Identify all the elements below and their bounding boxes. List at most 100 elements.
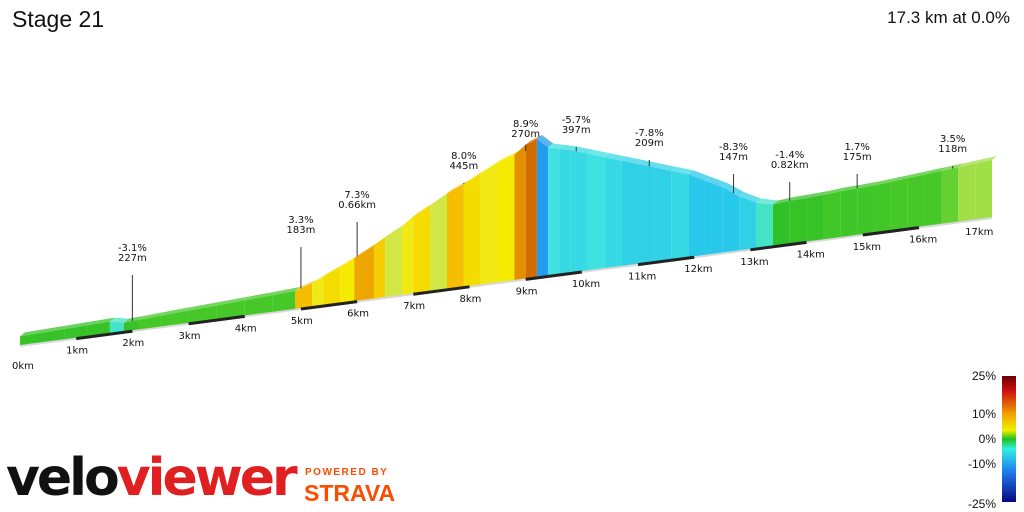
distance-band (637, 255, 695, 267)
profile-segment (570, 150, 588, 273)
profile-segment (688, 174, 706, 257)
annotation-grade: -5.7% (562, 115, 591, 126)
annotation-length: 183m (287, 225, 316, 236)
profile-ridge (525, 135, 542, 145)
annotation-length: 227m (118, 253, 147, 264)
distance-tick-label: 0km (12, 361, 34, 372)
profile-ridge (430, 189, 453, 206)
distance-band (413, 285, 470, 296)
profile-segment (705, 180, 723, 255)
profile-segment (323, 267, 341, 306)
profile-segment (123, 320, 138, 332)
annotation-grade: 1.7% (844, 142, 869, 153)
gradient-scale-label: 0% (979, 432, 997, 446)
profile-ridge (604, 153, 627, 161)
profile-ridge (806, 191, 829, 198)
profile-ridge (354, 241, 379, 259)
profile-segment (295, 283, 313, 309)
profile-segment (109, 321, 124, 334)
annotation-length: 209m (635, 138, 664, 149)
profile-segment (559, 148, 571, 274)
stage-title: Stage 21 (12, 6, 105, 32)
distance-band (300, 300, 358, 311)
profile-segment (958, 163, 976, 222)
profile-segment (907, 174, 925, 229)
gradient-scale-bar (1002, 376, 1016, 502)
profile-segment (671, 170, 689, 260)
profile-segment (525, 139, 537, 279)
annotation-grade: -8.3% (719, 142, 748, 153)
distance-tick-label: 13km (740, 257, 768, 268)
distance-tick-label: 11km (628, 272, 656, 283)
gradient-scale-label: 10% (972, 407, 996, 421)
profile-ridge (890, 174, 913, 182)
profile-ridge (109, 317, 129, 323)
profile-segment (64, 325, 88, 340)
profile-ridge (975, 156, 997, 164)
profile-ridge (705, 176, 728, 188)
profile-ridge (823, 187, 846, 196)
gradient-scale-label: 25% (972, 369, 996, 383)
profile-ridge (536, 135, 554, 148)
profile-segment (354, 245, 374, 301)
profile-segments (20, 135, 997, 345)
profile-segment (604, 157, 622, 269)
annotation-length: 175m (843, 152, 872, 163)
profile-segment (447, 184, 464, 289)
distance-tick-label: 7km (403, 301, 425, 312)
profile-segment (823, 191, 841, 240)
profile-segment (941, 167, 959, 224)
profile-ridge (497, 150, 520, 163)
distance-band (750, 240, 807, 252)
distance-tick-label: 12km (684, 264, 712, 275)
distance-tick-label: 2km (122, 338, 144, 349)
distance-band (188, 314, 245, 326)
profile-ridge (671, 166, 694, 175)
profile-segment (480, 162, 498, 285)
profile-segment (188, 305, 217, 323)
profile-segment (463, 173, 481, 287)
annotation-grade: 7.3% (344, 190, 369, 201)
profile-ridge (587, 149, 610, 158)
profile-ridge (87, 317, 115, 326)
profile-segment (413, 205, 431, 294)
profile-segment (536, 139, 549, 277)
distance-tick-label: 1km (66, 346, 88, 357)
profile-ridge (244, 291, 278, 301)
profile-ridge (340, 254, 360, 268)
profile-segment (312, 276, 324, 307)
annotation-grade: -3.1% (118, 243, 147, 254)
annotation-length: 147m (719, 152, 748, 163)
gradient-scale-label: -10% (968, 457, 996, 471)
profile-segment (244, 295, 273, 316)
annotation-length: 397m (562, 125, 591, 136)
profile-ridge (216, 296, 250, 306)
profile-segment (340, 258, 355, 303)
profile-ridge (137, 311, 166, 321)
profile-ridge (907, 170, 930, 179)
profile-segment (756, 202, 773, 249)
distance-band (75, 329, 133, 341)
veloviewer-logo: veloviewer (6, 448, 298, 508)
annotation-length: 0.66km (338, 200, 376, 211)
profile-ridge (373, 233, 391, 246)
profile-ridge (323, 263, 346, 277)
profile-segment (890, 178, 908, 231)
profile-ridge (123, 316, 143, 323)
annotation-grade: -7.8% (635, 128, 664, 139)
profile-segment (874, 181, 891, 233)
annotation-grade: 8.0% (451, 151, 476, 162)
profile-segment (924, 170, 942, 226)
profile-ridge (621, 156, 644, 165)
profile-ridge (272, 286, 301, 296)
profile-ridge (463, 169, 486, 185)
profile-segment (272, 290, 296, 312)
profile-ridge (688, 170, 711, 181)
distance-tick-label: 3km (179, 331, 201, 342)
annotation-length: 0.82km (771, 160, 809, 171)
profile-segment (87, 321, 110, 337)
profile-ridge (385, 222, 408, 238)
distance-tick-label: 16km (909, 235, 937, 246)
annotation-grade: 8.9% (513, 119, 538, 130)
distance-tick-label: 6km (347, 309, 369, 320)
